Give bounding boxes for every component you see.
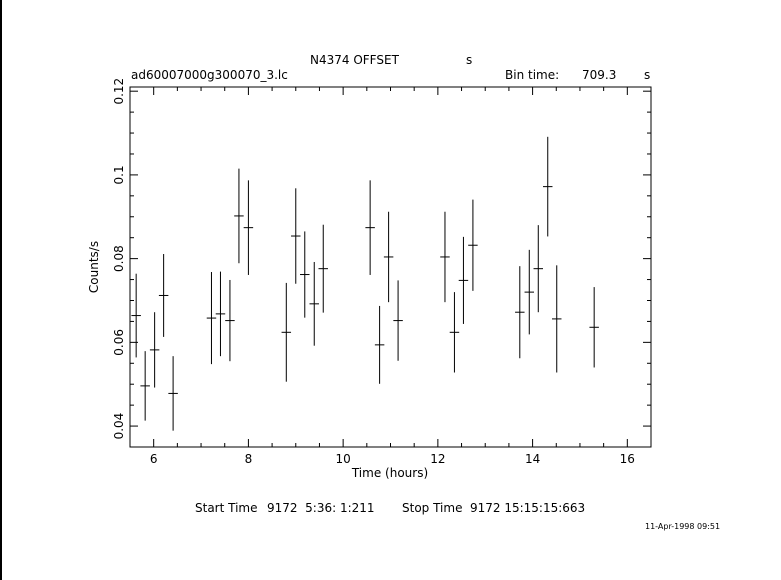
start-time-value: 9172 5:36: 1:211 bbox=[267, 501, 375, 515]
x-tick-label: 16 bbox=[620, 452, 635, 466]
error-bar-point bbox=[440, 211, 450, 303]
error-bar-point bbox=[589, 287, 599, 368]
x-axis-label: Time (hours) bbox=[351, 466, 428, 480]
x-tick-label: 8 bbox=[245, 452, 253, 466]
date-stamp: 11-Apr-1998 09:51 bbox=[645, 522, 721, 531]
error-bar-point bbox=[206, 272, 217, 365]
y-tick-label: 0.06 bbox=[112, 329, 126, 356]
chart-title: N4374 OFFSET bbox=[310, 53, 399, 67]
error-bar-point bbox=[243, 180, 254, 275]
start-time-label: Start Time bbox=[195, 501, 258, 515]
error-bar-point bbox=[524, 249, 535, 335]
error-bar-point bbox=[225, 279, 235, 362]
y-axis-ticks: 0.04 0.06 0.08 0.1 0.12 bbox=[112, 78, 651, 448]
error-bar-point bbox=[383, 211, 394, 303]
chart-title-suffix: s bbox=[466, 53, 473, 67]
x-tick-label: 6 bbox=[150, 452, 158, 466]
error-bar-point bbox=[140, 351, 150, 421]
error-bar-point bbox=[215, 271, 226, 357]
file-name: ad60007000g300070_3.lc bbox=[131, 68, 288, 82]
error-bar-point bbox=[309, 261, 319, 346]
error-bar-point bbox=[281, 282, 292, 382]
x-tick-label: 14 bbox=[525, 452, 540, 466]
bin-time-label: Bin time: bbox=[505, 68, 560, 82]
stop-time-label: Stop Time bbox=[402, 501, 463, 515]
y-tick-label: 0.04 bbox=[112, 413, 126, 440]
error-bar-point bbox=[158, 254, 169, 337]
bin-time-unit: s bbox=[644, 68, 651, 82]
error-bar-point bbox=[552, 265, 562, 373]
error-bar-point bbox=[543, 136, 553, 237]
error-bar-point bbox=[168, 356, 178, 431]
error-bar-point bbox=[515, 266, 525, 359]
error-bar-point bbox=[533, 225, 544, 313]
y-tick-label: 0.08 bbox=[112, 245, 126, 272]
bin-time-value: 709.3 bbox=[582, 68, 617, 82]
x-tick-label: 10 bbox=[335, 452, 350, 466]
y-axis-label: Counts/s bbox=[87, 241, 101, 293]
error-bar-point bbox=[149, 312, 160, 388]
error-bar-point bbox=[234, 168, 244, 264]
stop-time-value: 9172 15:15:15:663 bbox=[470, 501, 586, 515]
x-axis-ticks: 6 8 10 12 14 16 bbox=[129, 87, 652, 466]
y-tick-label: 0.1 bbox=[112, 165, 126, 184]
error-bar-point bbox=[291, 188, 301, 284]
x-tick-label: 12 bbox=[430, 452, 445, 466]
error-bar-point bbox=[458, 236, 469, 324]
error-bar-point bbox=[131, 273, 141, 358]
error-bar-point bbox=[393, 280, 403, 361]
error-bar-point bbox=[365, 180, 375, 275]
error-bar-point bbox=[374, 305, 385, 384]
y-tick-label: 0.12 bbox=[112, 78, 126, 105]
plot-frame bbox=[129, 86, 652, 448]
data-points bbox=[131, 136, 599, 431]
error-bar-point bbox=[468, 199, 478, 291]
error-bar-point bbox=[300, 231, 310, 318]
left-edge-rule bbox=[0, 0, 2, 580]
error-bar-point bbox=[449, 292, 460, 373]
error-bar-point bbox=[318, 224, 328, 313]
